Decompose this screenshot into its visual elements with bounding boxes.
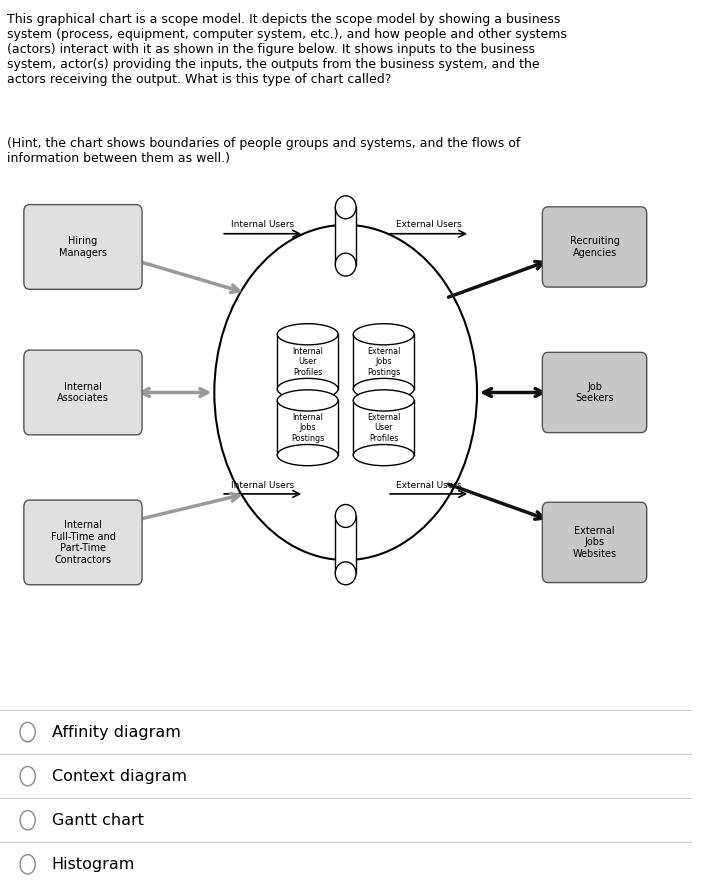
FancyBboxPatch shape (542, 502, 646, 582)
Ellipse shape (336, 505, 356, 527)
Ellipse shape (336, 253, 356, 276)
FancyBboxPatch shape (24, 205, 142, 289)
FancyBboxPatch shape (542, 207, 646, 288)
Text: External Users: External Users (396, 481, 462, 490)
Text: Recruiting
Agencies: Recruiting Agencies (570, 236, 620, 258)
Text: Affinity diagram: Affinity diagram (52, 724, 181, 740)
FancyBboxPatch shape (24, 350, 142, 435)
Text: Hiring
Managers: Hiring Managers (59, 236, 107, 258)
FancyBboxPatch shape (542, 352, 646, 432)
Text: External Users: External Users (396, 220, 462, 229)
Text: Histogram: Histogram (52, 856, 135, 872)
Ellipse shape (353, 445, 414, 466)
FancyBboxPatch shape (336, 207, 356, 265)
Text: Internal Users: Internal Users (231, 220, 295, 229)
Ellipse shape (278, 324, 338, 345)
FancyBboxPatch shape (353, 400, 414, 455)
FancyBboxPatch shape (278, 400, 338, 455)
Text: Context diagram: Context diagram (52, 768, 187, 784)
Ellipse shape (336, 196, 356, 219)
Text: External
Jobs
Websites: External Jobs Websites (573, 526, 617, 559)
Text: Job
Seekers: Job Seekers (576, 382, 614, 403)
Text: Internal
Jobs
Postings: Internal Jobs Postings (291, 413, 324, 443)
Ellipse shape (353, 324, 414, 345)
Text: Internal
Full-Time and
Part-Time
Contractors: Internal Full-Time and Part-Time Contrac… (50, 520, 115, 564)
FancyBboxPatch shape (353, 334, 414, 389)
Text: Internal
Associates: Internal Associates (57, 382, 109, 403)
FancyBboxPatch shape (278, 334, 338, 389)
Text: External
User
Profiles: External User Profiles (367, 413, 401, 443)
Text: External
Jobs
Postings: External Jobs Postings (367, 347, 401, 377)
Ellipse shape (278, 390, 338, 411)
Text: Internal Users: Internal Users (231, 481, 295, 490)
FancyBboxPatch shape (336, 516, 356, 573)
Text: (Hint, the chart shows boundaries of people groups and systems, and the flows of: (Hint, the chart shows boundaries of peo… (7, 137, 520, 165)
FancyBboxPatch shape (24, 500, 142, 585)
Text: Gantt chart: Gantt chart (52, 812, 144, 828)
Ellipse shape (353, 378, 414, 400)
Text: Internal
User
Profiles: Internal User Profiles (292, 347, 323, 377)
Text: This graphical chart is a scope model. It depicts the scope model by showing a b: This graphical chart is a scope model. I… (7, 13, 567, 86)
Ellipse shape (336, 562, 356, 585)
Ellipse shape (353, 390, 414, 411)
Ellipse shape (278, 378, 338, 400)
Ellipse shape (278, 445, 338, 466)
